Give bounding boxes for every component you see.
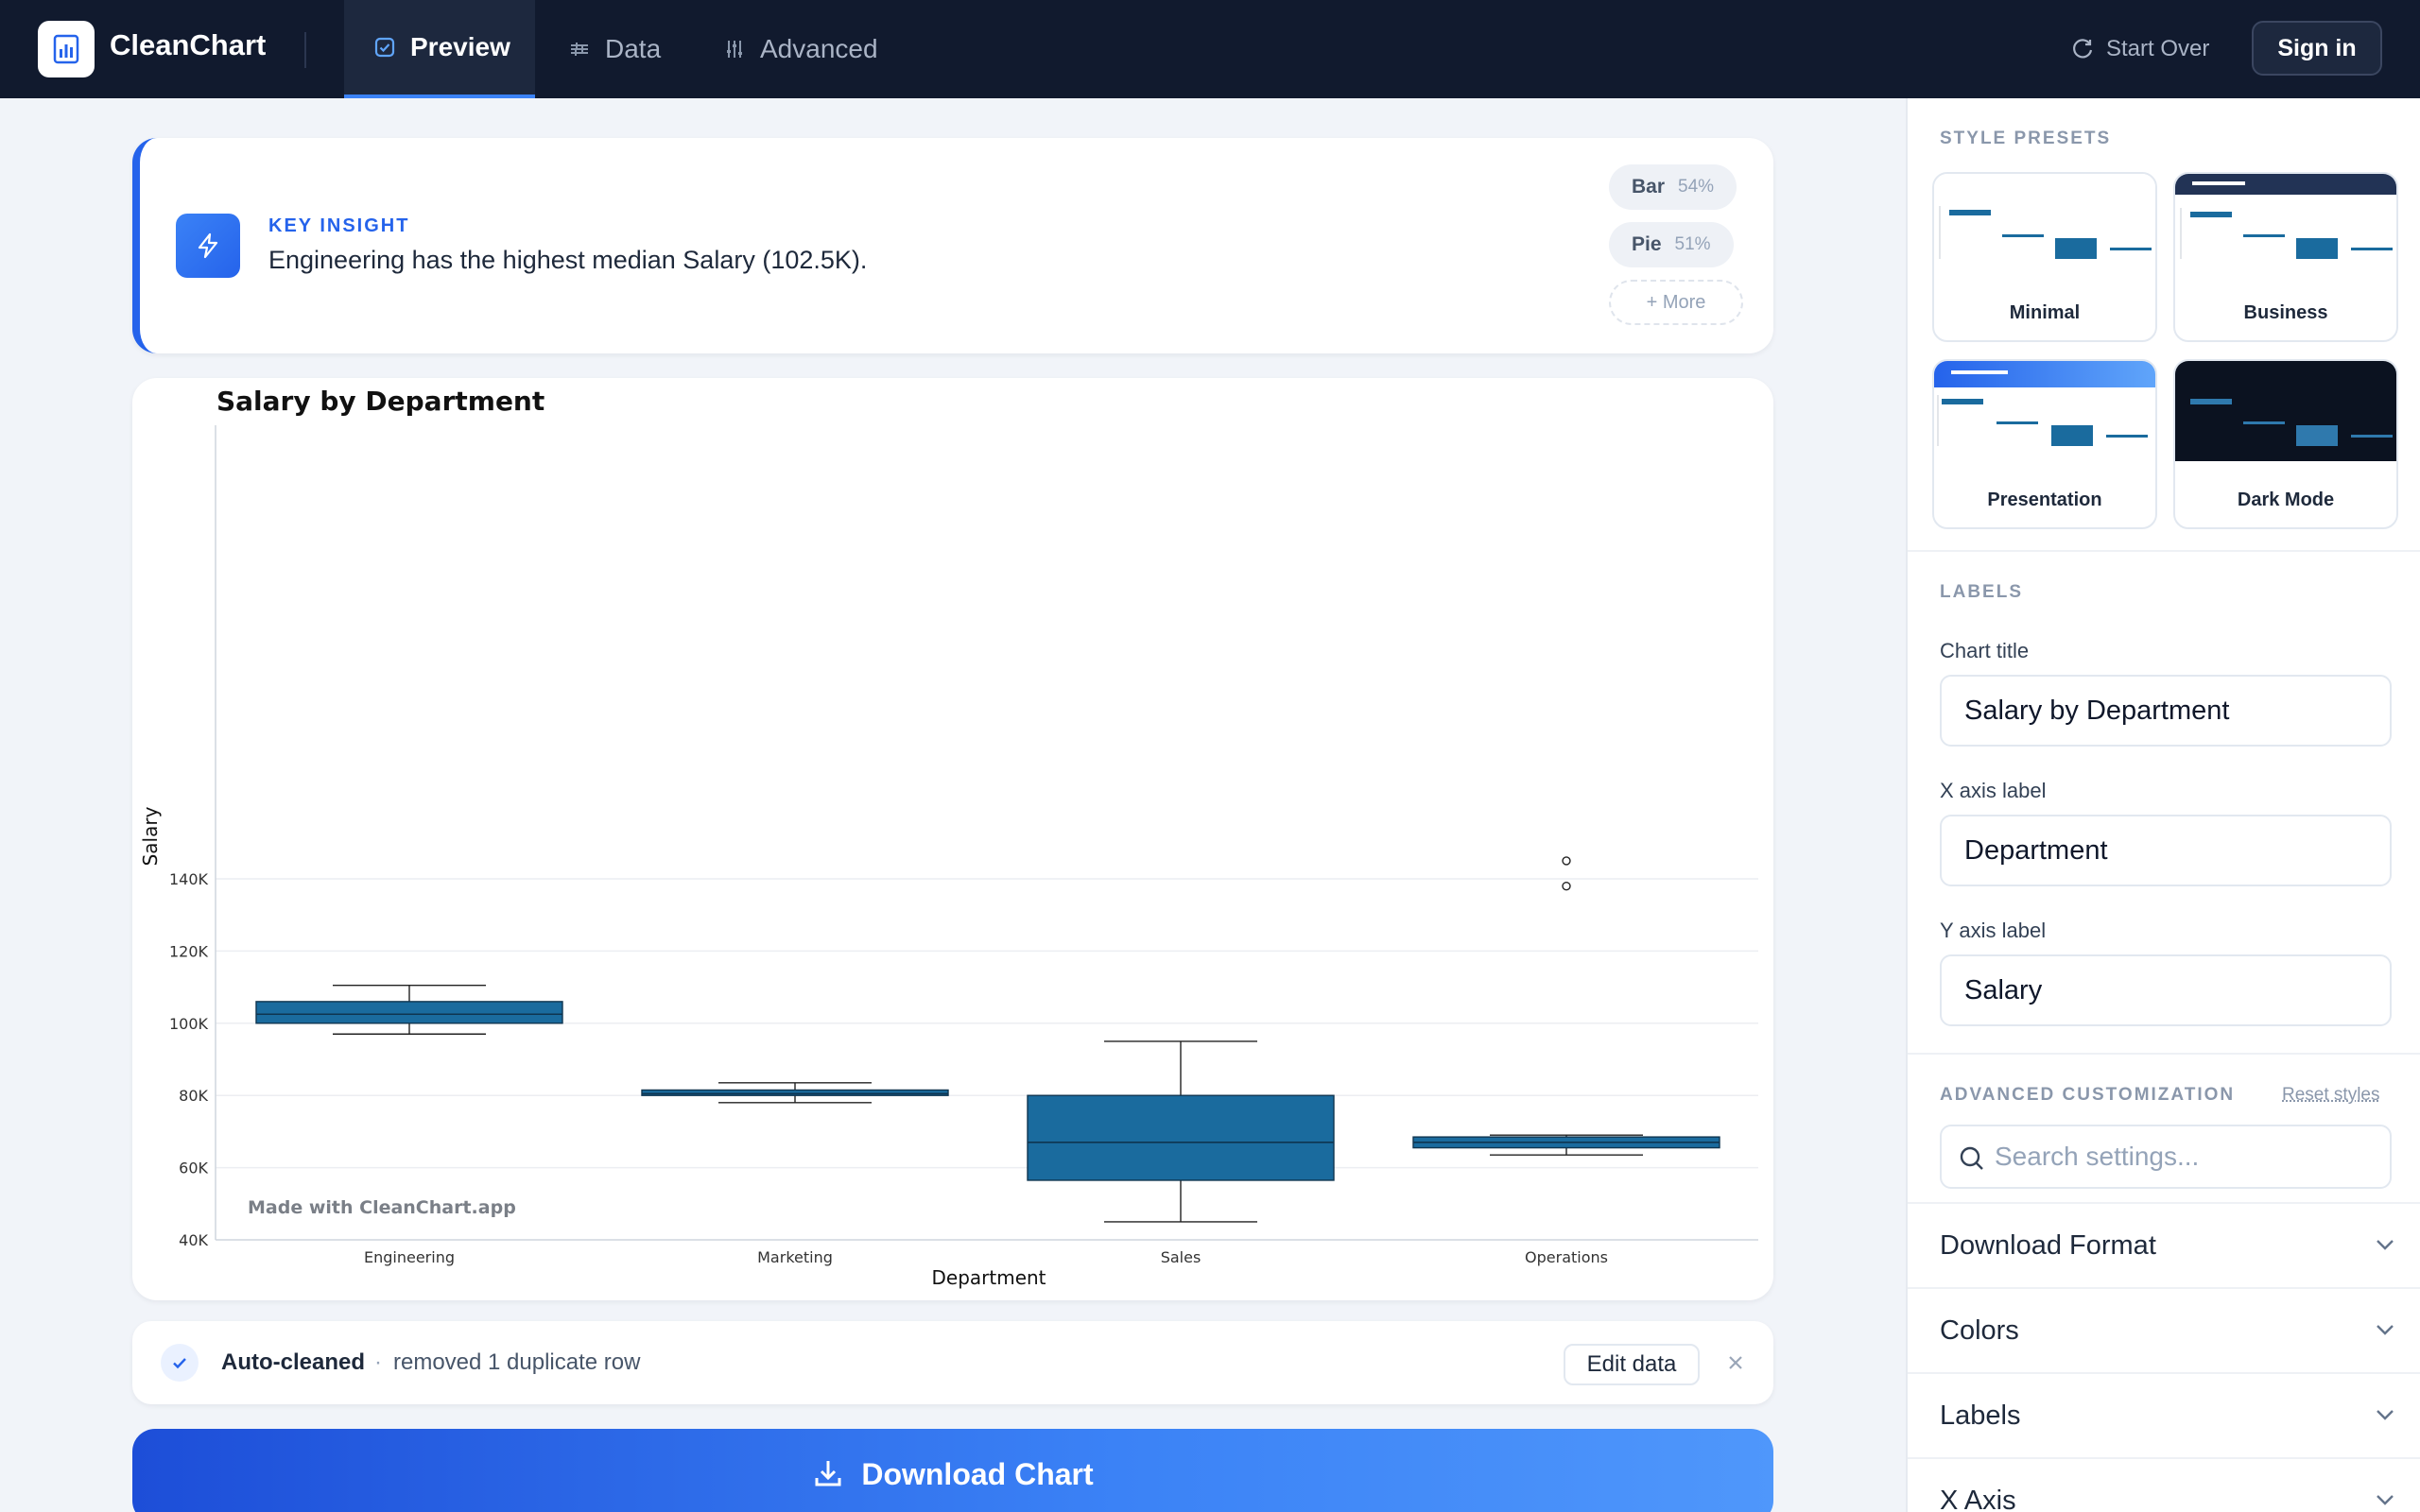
- section-divider: [1908, 1053, 2420, 1055]
- download-chart-button[interactable]: Download Chart: [132, 1429, 1773, 1512]
- x-tick-label: Engineering: [364, 1248, 455, 1266]
- tab-preview[interactable]: Preview: [344, 0, 535, 98]
- checkbox-icon: [374, 37, 395, 58]
- settings-search: [1940, 1125, 2392, 1189]
- settings-sidebar[interactable]: STYLE PRESETS Minimal Business: [1906, 98, 2420, 1512]
- auto-cleaned-detail: removed 1 duplicate row: [393, 1349, 641, 1375]
- close-icon[interactable]: [1719, 1346, 1753, 1380]
- x-tick-label: Marketing: [757, 1248, 833, 1266]
- preset-dark-mode[interactable]: Dark Mode: [2173, 359, 2398, 529]
- start-over-button[interactable]: Start Over: [2070, 28, 2209, 70]
- download-label: Download Chart: [861, 1457, 1094, 1491]
- preset-thumbnail: [1934, 361, 2155, 461]
- y-axis-title: Salary: [139, 806, 162, 866]
- insight-text: Engineering has the highest median Salar…: [268, 246, 868, 274]
- chart-title-field-label: Chart title: [1940, 639, 2030, 662]
- start-over-label: Start Over: [2106, 36, 2210, 61]
- chart-card: 40K 60K 80K 100K 120K 140K Engineering Marketi…: [132, 378, 1773, 1300]
- header-divider: [304, 32, 306, 68]
- preset-thumbnail: [2175, 361, 2396, 461]
- x-axis-title: Department: [931, 1266, 1046, 1289]
- chevron-down-icon: [2377, 1495, 2394, 1505]
- preset-minimal[interactable]: Minimal: [1932, 172, 2157, 342]
- tab-advanced-label: Advanced: [760, 34, 878, 63]
- style-presets-heading: STYLE PRESETS: [1940, 129, 2112, 148]
- insight-kicker: KEY INSIGHT: [268, 215, 410, 236]
- accordion-title: X Axis: [1940, 1486, 2016, 1512]
- preset-name: Dark Mode: [2237, 490, 2335, 510]
- x-tick-label: Operations: [1525, 1248, 1608, 1266]
- y-tick-label: 140K: [169, 870, 209, 888]
- chevron-down-icon: [2377, 1410, 2394, 1420]
- accordion-title: Colors: [1940, 1315, 2019, 1346]
- edit-data-button[interactable]: Edit data: [1564, 1344, 1700, 1385]
- x-tick-label: Sales: [1161, 1248, 1201, 1266]
- tune-icon: [727, 41, 742, 58]
- chevron-down-icon: [2377, 1325, 2394, 1335]
- advanced-customization-heading: ADVANCED CUSTOMIZATION: [1940, 1085, 2236, 1105]
- tab-preview-label: Preview: [410, 32, 510, 61]
- preset-name: Presentation: [1987, 490, 2102, 510]
- preset-thumbnail: [1934, 174, 2155, 274]
- more-suggestions-button[interactable]: + More: [1609, 280, 1743, 325]
- app-name: CleanChart: [110, 28, 267, 61]
- auto-cleaned-banner: Auto-cleaned · removed 1 duplicate row E…: [132, 1321, 1773, 1404]
- auto-cleaned-title: Auto-cleaned: [221, 1349, 366, 1375]
- outlier-point: [1562, 856, 1571, 866]
- suggestion-score: 54%: [1678, 177, 1715, 197]
- accordion-title: Labels: [1940, 1400, 2021, 1431]
- accordion-download-format[interactable]: Download Format: [1908, 1202, 2420, 1287]
- chevron-down-icon: [2377, 1240, 2394, 1250]
- sliders-icon: [571, 43, 588, 56]
- chart-suggestion-pie[interactable]: Pie 51%: [1609, 222, 1734, 267]
- tab-advanced[interactable]: Advanced: [724, 0, 878, 98]
- separator-dot: ·: [374, 1349, 382, 1375]
- search-settings-input[interactable]: [1995, 1126, 2382, 1187]
- x-axis-label-input[interactable]: [1940, 815, 2392, 886]
- preset-name: Business: [2243, 302, 2328, 323]
- accordion-title: Download Format: [1940, 1230, 2156, 1261]
- preset-thumbnail: [2175, 174, 2396, 274]
- tab-data-label: Data: [605, 34, 662, 63]
- search-icon: [1960, 1146, 1983, 1170]
- y-tick-label: 120K: [169, 942, 209, 960]
- tab-data[interactable]: Data: [569, 0, 661, 98]
- y-tick-label: 80K: [179, 1087, 208, 1105]
- watermark: Made with CleanChart.app: [248, 1197, 516, 1218]
- lightning-icon: [176, 214, 240, 278]
- download-icon: [815, 1461, 841, 1486]
- sign-in-button[interactable]: Sign in: [2252, 21, 2382, 76]
- box: [1027, 1094, 1335, 1181]
- y-tick-label: 40K: [179, 1231, 208, 1249]
- box: [641, 1089, 949, 1096]
- key-insight-card: KEY INSIGHT Engineering has the highest …: [132, 138, 1773, 353]
- suggestion-score: 51%: [1674, 234, 1711, 254]
- suggestion-name: Bar: [1632, 176, 1666, 198]
- y-tick-label: 60K: [179, 1160, 208, 1177]
- app-logo-icon: [38, 21, 95, 77]
- refresh-icon: [2073, 39, 2093, 59]
- suggestion-name: Pie: [1632, 233, 1662, 255]
- top-bar: CleanChart Preview Data Advanced Start O…: [0, 0, 2420, 98]
- chart-suggestion-bar[interactable]: Bar 54%: [1609, 164, 1737, 210]
- check-icon: [161, 1344, 199, 1382]
- outlier-point: [1562, 881, 1571, 891]
- y-axis-label-field-label: Y axis label: [1940, 919, 2047, 942]
- accordion-x-axis[interactable]: X Axis: [1908, 1457, 2420, 1512]
- preset-presentation[interactable]: Presentation: [1932, 359, 2157, 529]
- reset-styles-link[interactable]: Reset styles: [2282, 1085, 2380, 1105]
- y-axis-label-input[interactable]: [1940, 954, 2392, 1026]
- y-tick-label: 100K: [169, 1015, 209, 1033]
- section-divider: [1908, 550, 2420, 552]
- preset-business[interactable]: Business: [2173, 172, 2398, 342]
- box-plot-chart[interactable]: 40K 60K 80K 100K 120K 140K Engineering Marketi…: [132, 378, 1773, 1300]
- preset-name: Minimal: [2009, 302, 2081, 323]
- accordion-labels[interactable]: Labels: [1908, 1372, 2420, 1457]
- labels-heading: LABELS: [1940, 582, 2023, 602]
- accordion-colors[interactable]: Colors: [1908, 1287, 2420, 1372]
- chart-title: Salary by Department: [216, 386, 544, 417]
- box: [255, 1001, 563, 1024]
- chart-title-input[interactable]: [1940, 675, 2392, 747]
- x-axis-label-field-label: X axis label: [1940, 779, 2047, 802]
